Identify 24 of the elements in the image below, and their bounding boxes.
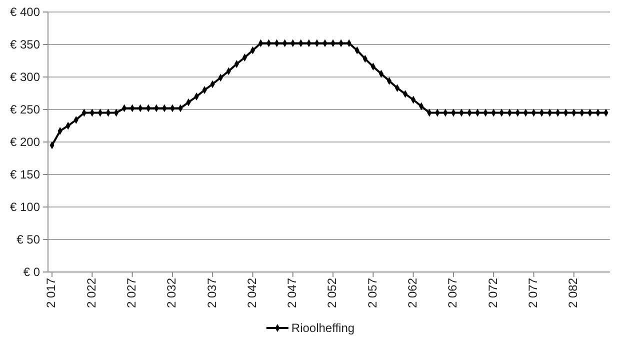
y-tick-label: € 250 (10, 102, 40, 116)
y-tick-label: € 100 (10, 200, 40, 214)
x-tick-label: 2 077 (526, 278, 540, 308)
x-tick-label: 2 042 (244, 278, 259, 308)
x-tick-label: 2 052 (325, 278, 340, 308)
x-tick-label: 2 032 (164, 278, 179, 308)
x-tick-label: 2 062 (406, 278, 420, 308)
x-tick-label: 2 067 (446, 278, 460, 308)
y-tick-label: € 0 (23, 264, 40, 279)
x-tick-label: 2 082 (566, 278, 580, 308)
y-tick-label: € 200 (10, 134, 40, 149)
y-tick-label: € 150 (10, 167, 40, 182)
x-tick-label: 2 037 (204, 278, 219, 308)
x-tick-label: 2 047 (285, 278, 300, 308)
y-tick-label: € 50 (16, 232, 40, 246)
y-tick-label: € 400 (10, 4, 40, 19)
x-tick-label: 2 022 (84, 278, 98, 308)
y-tick-label: € 300 (10, 70, 40, 84)
y-tick-label: € 350 (10, 37, 40, 52)
legend-label: Rioolheffing (291, 321, 355, 335)
x-tick-label: 2 027 (124, 278, 138, 308)
x-tick-label: 2 017 (44, 278, 58, 308)
x-tick-label: 2 072 (486, 278, 500, 308)
x-tick-label: 2 057 (365, 278, 380, 308)
